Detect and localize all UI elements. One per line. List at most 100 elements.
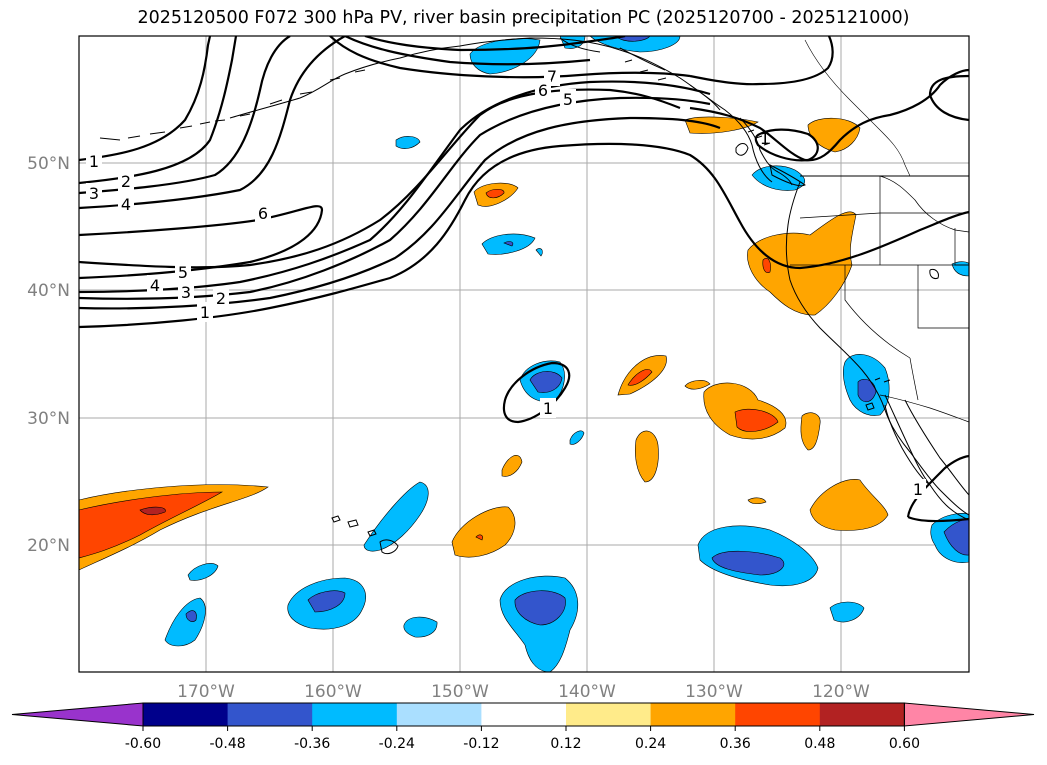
- pv-6-north: [344, 36, 591, 66]
- state-border-nv-ca: [844, 265, 911, 359]
- lon-tick-160w: 160°W: [304, 682, 362, 702]
- colorbar-segment: [481, 703, 567, 726]
- colorbar-segment: [819, 703, 905, 726]
- pv-label-1-nw: 1: [89, 152, 99, 171]
- colorbar-label: -0.36: [294, 736, 330, 752]
- latitude-axis: 20°N 30°N 40°N 50°N: [27, 154, 70, 556]
- pv-1-bc-loop: [754, 128, 819, 162]
- utah-border: [954, 228, 969, 266]
- pv-label-1-west: 1: [200, 303, 210, 322]
- lat-tick-30: 30°N: [27, 409, 70, 429]
- neg-anomaly-hawaii-east: [363, 481, 429, 552]
- lat-tick-40: 40°N: [27, 281, 70, 301]
- canada-ab-bc: [879, 129, 911, 177]
- lon-tick-140w: 140°W: [558, 682, 616, 702]
- pv-label-4-nw: 4: [121, 195, 131, 214]
- neg-anomaly-mexico-core: [943, 519, 969, 556]
- pos-anomaly-core: [79, 491, 224, 559]
- pv-label-6-north: 6: [538, 81, 548, 100]
- pos-anomaly-east-pac-9: [747, 497, 767, 505]
- pv-label-3-west: 3: [181, 283, 191, 302]
- colorbar-extend-low: [11, 702, 144, 727]
- lon-tick-170w: 170°W: [177, 682, 235, 702]
- hawaii-big: [379, 539, 399, 555]
- neg-anomaly-west-2-core: [185, 610, 197, 622]
- colorbar-label: 0.36: [720, 736, 751, 752]
- pos-anomaly-ca-core: [762, 258, 771, 273]
- alaska-islands: [299, 59, 667, 95]
- haida-gwaii: [735, 143, 749, 156]
- colorbar-label: 0.60: [889, 736, 920, 752]
- pv-1-main: [79, 142, 969, 329]
- colorbar-segment: [566, 703, 652, 726]
- neg-anomaly-baja: [829, 601, 865, 623]
- alaska-interior: [559, 37, 721, 111]
- lat-tick-20: 20°N: [27, 536, 70, 556]
- channel-islands: [874, 377, 891, 383]
- mexico-coast: [929, 484, 969, 521]
- guadalupe-island: [865, 402, 875, 411]
- pos-anomaly-east-pac-2-core: [627, 369, 653, 386]
- pv-1-se: [906, 454, 969, 518]
- pv-1-north: [79, 36, 212, 162]
- lat-tick-50: 50°N: [27, 154, 70, 174]
- neg-anomaly-socal-core: [857, 379, 877, 403]
- pos-anomaly-max: [139, 506, 166, 516]
- vancouver-island: [769, 164, 806, 187]
- pv-label-1-bc: 1: [760, 129, 770, 148]
- colorbar-label: -0.60: [125, 736, 161, 752]
- longitude-axis: 170°W 160°W 150°W 140°W 130°W 120°W: [177, 682, 870, 702]
- pv-label-1-se: 1: [913, 480, 923, 499]
- pos-anomaly-east-pac-6: [634, 430, 659, 483]
- pos-anomaly-east-pac-8-core: [475, 534, 483, 541]
- pv-4-west: [79, 80, 711, 294]
- us-west-coast: [785, 181, 969, 516]
- pv-1-ring: [502, 361, 571, 424]
- gulf-of-california: [904, 399, 969, 496]
- hawaii-oahu: [347, 519, 359, 528]
- neg-anomaly-south-pac-core: [514, 590, 566, 626]
- pv-label-2-nw: 2: [121, 172, 131, 191]
- pv-label-5-north: 5: [563, 90, 573, 109]
- colorbar-segment: [396, 703, 482, 726]
- colorbar-label: -0.12: [463, 736, 499, 752]
- neg-anomaly-mid-2: [535, 248, 543, 257]
- lon-tick-120w: 120°W: [812, 682, 870, 702]
- colorbar-segment: [227, 703, 313, 726]
- bc-coast: [739, 117, 793, 186]
- colorbar-label: 0.24: [635, 736, 666, 752]
- lon-tick-130w: 130°W: [685, 682, 743, 702]
- pv-5-west: [79, 88, 681, 269]
- colorbar: -0.60 -0.48 -0.36 -0.24 -0.12 0.12 0.24 0.36 0.4…: [11, 702, 1035, 752]
- pv-4-north: [79, 36, 346, 210]
- pos-anomaly-east-pac-8: [451, 506, 516, 558]
- state-border-nv-az: [909, 357, 919, 401]
- pv-label-4-west: 4: [150, 276, 160, 295]
- map-frame: [78, 35, 970, 673]
- pos-anomaly-east-pac-7: [501, 455, 523, 477]
- pv-label-3-nw: 3: [89, 184, 99, 203]
- pos-anomaly-east-pac-10: [809, 479, 889, 531]
- pv-contour-labels: 1 2 3 4 6 5 4 3 2 1 7 6 5 1: [86, 66, 926, 499]
- colorbar-label: -0.24: [379, 736, 415, 752]
- pos-anomaly-bc: [684, 116, 759, 134]
- idaho-panhandle: [879, 175, 969, 233]
- pv-contours: [79, 36, 969, 523]
- us-mexico-border: [879, 394, 969, 423]
- pv-label-7-north: 7: [547, 67, 557, 86]
- pv-5-north: [329, 36, 691, 79]
- pv-label-5-west: 5: [178, 263, 188, 282]
- colorbar-label: 0.48: [804, 736, 835, 752]
- colorbar-extend-high: [903, 702, 1035, 727]
- pv-outer-east: [928, 74, 969, 122]
- lon-tick-150w: 150°W: [431, 682, 489, 702]
- neg-anomaly-north-1: [395, 136, 421, 149]
- pv-label-2-west: 2: [216, 289, 226, 308]
- state-border-az: [917, 265, 969, 329]
- neg-anomaly-se-pac-core: [711, 550, 785, 576]
- colorbar-outline: [142, 702, 905, 727]
- neg-anomaly-subtrop-2: [569, 430, 585, 445]
- colorbar-label: 0.12: [550, 736, 581, 752]
- map-title: 2025120500 F072 300 hPa PV, river basin …: [137, 8, 910, 28]
